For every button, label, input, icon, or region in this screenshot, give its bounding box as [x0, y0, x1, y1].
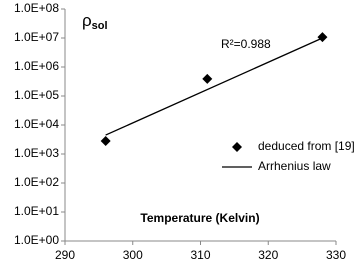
x-tick-label: 290	[55, 248, 75, 262]
x-tick-label: 310	[190, 248, 210, 262]
y-tick-label: 1.0E+01	[14, 204, 59, 218]
y-tick-label: 1.0E+03	[14, 146, 59, 160]
data-point	[317, 32, 328, 43]
data-point	[202, 73, 213, 84]
y-tick-label: 1.0E+00	[14, 233, 59, 247]
y-tick-label: 1.0E+02	[14, 175, 59, 189]
x-tick-label: 300	[123, 248, 143, 262]
y-tick-label: 1.0E+05	[14, 88, 59, 102]
x-axis-label: Temperature (Kelvin)	[140, 211, 259, 225]
annotation: R²=0.988	[221, 37, 271, 51]
y-tick-label: 1.0E+06	[14, 59, 59, 73]
legend-marker	[232, 142, 242, 152]
data-point	[100, 136, 111, 147]
y-label-symbol: ρ	[82, 11, 92, 30]
trend-line	[105, 37, 323, 136]
x-tick-label: 330	[326, 248, 346, 262]
y-tick-label: 1.0E+08	[14, 1, 59, 15]
legend-label: deduced from [19]	[258, 139, 355, 153]
legend-label: Arrhenius law	[258, 159, 331, 173]
y-tick-label: 1.0E+07	[14, 30, 59, 44]
y-label-subscript: sol	[92, 20, 108, 32]
y-tick-label: 1.0E+04	[14, 117, 59, 131]
y-axis-label: ρsol	[82, 11, 108, 31]
x-tick-label: 320	[258, 248, 278, 262]
